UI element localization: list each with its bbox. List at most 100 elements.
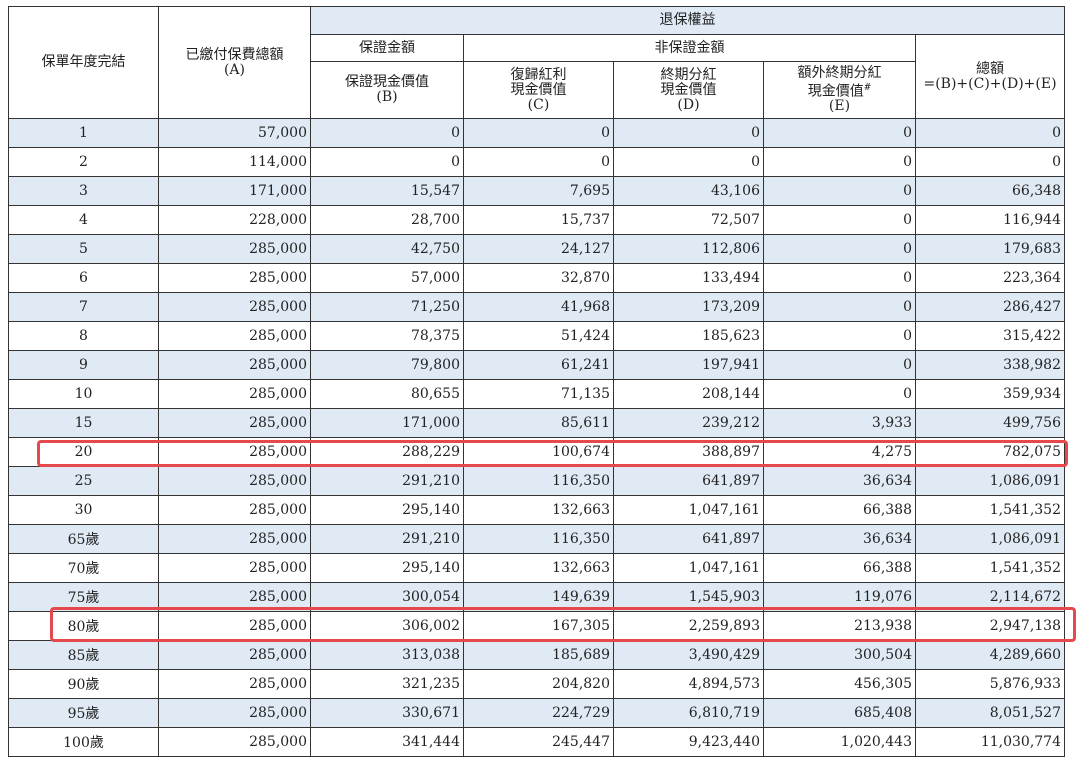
cell-guaranteed-cash-value: 28,700 — [310, 205, 464, 235]
cell-year: 6 — [8, 263, 159, 293]
cell-paid-premium: 228,000 — [158, 205, 311, 235]
cell-reversionary-bonus: 224,729 — [463, 698, 614, 728]
cell-guaranteed-cash-value: 288,229 — [310, 437, 464, 467]
cell-guaranteed-cash-value: 15,547 — [310, 176, 464, 206]
table-row: 90歲 285,000 321,235 204,820 4,894,573 456,305… — [8, 669, 1065, 699]
cell-extra-terminal-dividend: 0 — [763, 379, 916, 409]
table-row: 8 285,000 78,375 51,424 185,623 0 315,422 — [8, 321, 1065, 351]
header-total: 總額 =(B)+(C)+(D)+(E) — [915, 34, 1065, 119]
cell-year: 5 — [8, 234, 159, 264]
cell-extra-terminal-dividend: 0 — [763, 205, 916, 235]
cell-reversionary-bonus: 204,820 — [463, 669, 614, 699]
table-row: 4 228,000 28,700 15,737 72,507 0 116,944 — [8, 205, 1065, 235]
cell-paid-premium: 285,000 — [158, 263, 311, 293]
cell-extra-terminal-dividend: 0 — [763, 234, 916, 264]
cell-terminal-dividend: 185,623 — [613, 321, 764, 351]
cell-extra-terminal-dividend: 66,388 — [763, 553, 916, 583]
cell-reversionary-bonus: 132,663 — [463, 495, 614, 525]
cell-terminal-dividend: 0 — [613, 147, 764, 177]
cell-terminal-dividend: 112,806 — [613, 234, 764, 264]
cell-year: 70歲 — [8, 553, 159, 583]
cell-reversionary-bonus: 116,350 — [463, 524, 614, 554]
cell-terminal-dividend: 641,897 — [613, 466, 764, 496]
table-row: 80歲 285,000 306,002 167,305 2,259,893 213,938… — [8, 611, 1065, 641]
cell-year: 85歲 — [8, 640, 159, 670]
cell-terminal-dividend: 1,545,903 — [613, 582, 764, 612]
cell-reversionary-bonus: 0 — [463, 147, 614, 177]
header-surrender-value: 退保權益 — [310, 6, 1065, 35]
cell-reversionary-bonus: 100,674 — [463, 437, 614, 467]
cell-extra-terminal-dividend: 300,504 — [763, 640, 916, 670]
table-body: 1 57,000 0 0 0 0 0 2 114,000 0 0 0 0 0 3 171,000 15,547 7… — [8, 118, 1065, 757]
cell-extra-terminal-dividend: 3,933 — [763, 408, 916, 438]
cell-extra-terminal-dividend: 213,938 — [763, 611, 916, 641]
cell-paid-premium: 285,000 — [158, 611, 311, 641]
cell-terminal-dividend: 133,494 — [613, 263, 764, 293]
cell-extra-terminal-dividend: 0 — [763, 292, 916, 322]
cell-paid-premium: 285,000 — [158, 524, 311, 554]
cell-reversionary-bonus: 167,305 — [463, 611, 614, 641]
cell-guaranteed-cash-value: 0 — [310, 118, 464, 148]
cell-total: 11,030,774 — [915, 727, 1065, 757]
cell-total: 1,541,352 — [915, 495, 1065, 525]
cell-paid-premium: 285,000 — [158, 234, 311, 264]
header-policy-year: 保單年度完結 — [8, 6, 159, 119]
cell-reversionary-bonus: 149,639 — [463, 582, 614, 612]
cell-paid-premium: 285,000 — [158, 350, 311, 380]
cell-year: 90歲 — [8, 669, 159, 699]
table-row: 10 285,000 80,655 71,135 208,144 0 359,934 — [8, 379, 1065, 409]
cell-extra-terminal-dividend: 685,408 — [763, 698, 916, 728]
cell-terminal-dividend: 641,897 — [613, 524, 764, 554]
cell-guaranteed-cash-value: 80,655 — [310, 379, 464, 409]
cell-extra-terminal-dividend: 0 — [763, 321, 916, 351]
table-row: 7 285,000 71,250 41,968 173,209 0 286,427 — [8, 292, 1065, 322]
cell-reversionary-bonus: 32,870 — [463, 263, 614, 293]
cell-extra-terminal-dividend: 66,388 — [763, 495, 916, 525]
cell-total: 0 — [915, 147, 1065, 177]
cell-paid-premium: 285,000 — [158, 292, 311, 322]
cell-extra-terminal-dividend: 0 — [763, 350, 916, 380]
cell-paid-premium: 285,000 — [158, 727, 311, 757]
table-row: 5 285,000 42,750 24,127 112,806 0 179,683 — [8, 234, 1065, 264]
cell-total: 116,944 — [915, 205, 1065, 235]
table-row: 95歲 285,000 330,671 224,729 6,810,719 685,408… — [8, 698, 1065, 728]
table-row: 65歲 285,000 291,210 116,350 641,897 36,634 1,0… — [8, 524, 1065, 554]
cell-total: 5,876,933 — [915, 669, 1065, 699]
cell-extra-terminal-dividend: 119,076 — [763, 582, 916, 612]
cell-paid-premium: 285,000 — [158, 437, 311, 467]
table-row: 75歲 285,000 300,054 149,639 1,545,903 119,076… — [8, 582, 1065, 612]
cell-reversionary-bonus: 132,663 — [463, 553, 614, 583]
cell-paid-premium: 285,000 — [158, 698, 311, 728]
header-guaranteed-amount: 保證金額 — [310, 34, 464, 62]
cell-paid-premium: 285,000 — [158, 640, 311, 670]
cell-year: 4 — [8, 205, 159, 235]
header-guaranteed-cash-value: 保證現金價值 (B) — [310, 61, 464, 119]
cell-terminal-dividend: 239,212 — [613, 408, 764, 438]
cell-guaranteed-cash-value: 291,210 — [310, 524, 464, 554]
cell-reversionary-bonus: 185,689 — [463, 640, 614, 670]
table-row: 9 285,000 79,800 61,241 197,941 0 338,982 — [8, 350, 1065, 380]
table-row: 70歲 285,000 295,140 132,663 1,047,161 66,388 1… — [8, 553, 1065, 583]
cell-guaranteed-cash-value: 71,250 — [310, 292, 464, 322]
cell-reversionary-bonus: 24,127 — [463, 234, 614, 264]
cell-guaranteed-cash-value: 291,210 — [310, 466, 464, 496]
cell-total: 499,756 — [915, 408, 1065, 438]
cell-guaranteed-cash-value: 306,002 — [310, 611, 464, 641]
cell-year: 15 — [8, 408, 159, 438]
cell-reversionary-bonus: 7,695 — [463, 176, 614, 206]
cell-year: 95歲 — [8, 698, 159, 728]
table-row: 25 285,000 291,210 116,350 641,897 36,634 1,08… — [8, 466, 1065, 496]
cell-paid-premium: 285,000 — [158, 321, 311, 351]
cell-year: 10 — [8, 379, 159, 409]
cell-total: 359,934 — [915, 379, 1065, 409]
table-row: 2 114,000 0 0 0 0 0 — [8, 147, 1065, 177]
cell-guaranteed-cash-value: 78,375 — [310, 321, 464, 351]
cell-extra-terminal-dividend: 0 — [763, 263, 916, 293]
cell-year: 9 — [8, 350, 159, 380]
header-paid-premium: 已繳付保費總額 (A) — [158, 6, 311, 119]
cell-total: 782,075 — [915, 437, 1065, 467]
cell-paid-premium: 285,000 — [158, 466, 311, 496]
cell-reversionary-bonus: 61,241 — [463, 350, 614, 380]
cell-guaranteed-cash-value: 79,800 — [310, 350, 464, 380]
cell-terminal-dividend: 388,897 — [613, 437, 764, 467]
